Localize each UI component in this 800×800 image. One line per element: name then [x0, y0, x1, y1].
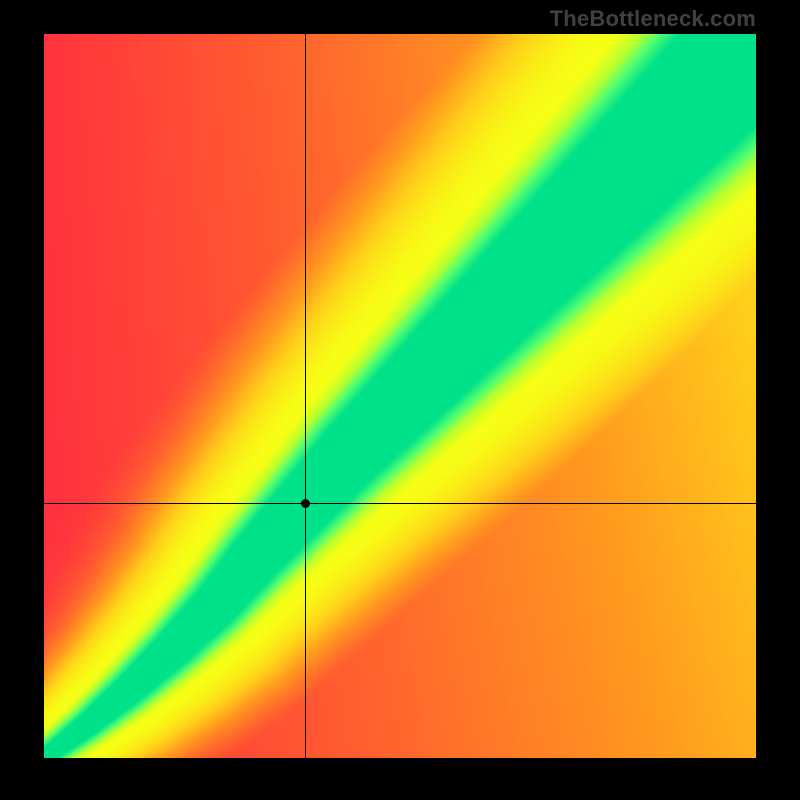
watermark-text: TheBottleneck.com — [550, 6, 756, 32]
crosshair-vertical — [305, 34, 306, 758]
heatmap-canvas — [44, 34, 756, 758]
crosshair-horizontal — [44, 503, 756, 504]
chart-container: TheBottleneck.com — [0, 0, 800, 800]
marker-dot — [301, 499, 310, 508]
